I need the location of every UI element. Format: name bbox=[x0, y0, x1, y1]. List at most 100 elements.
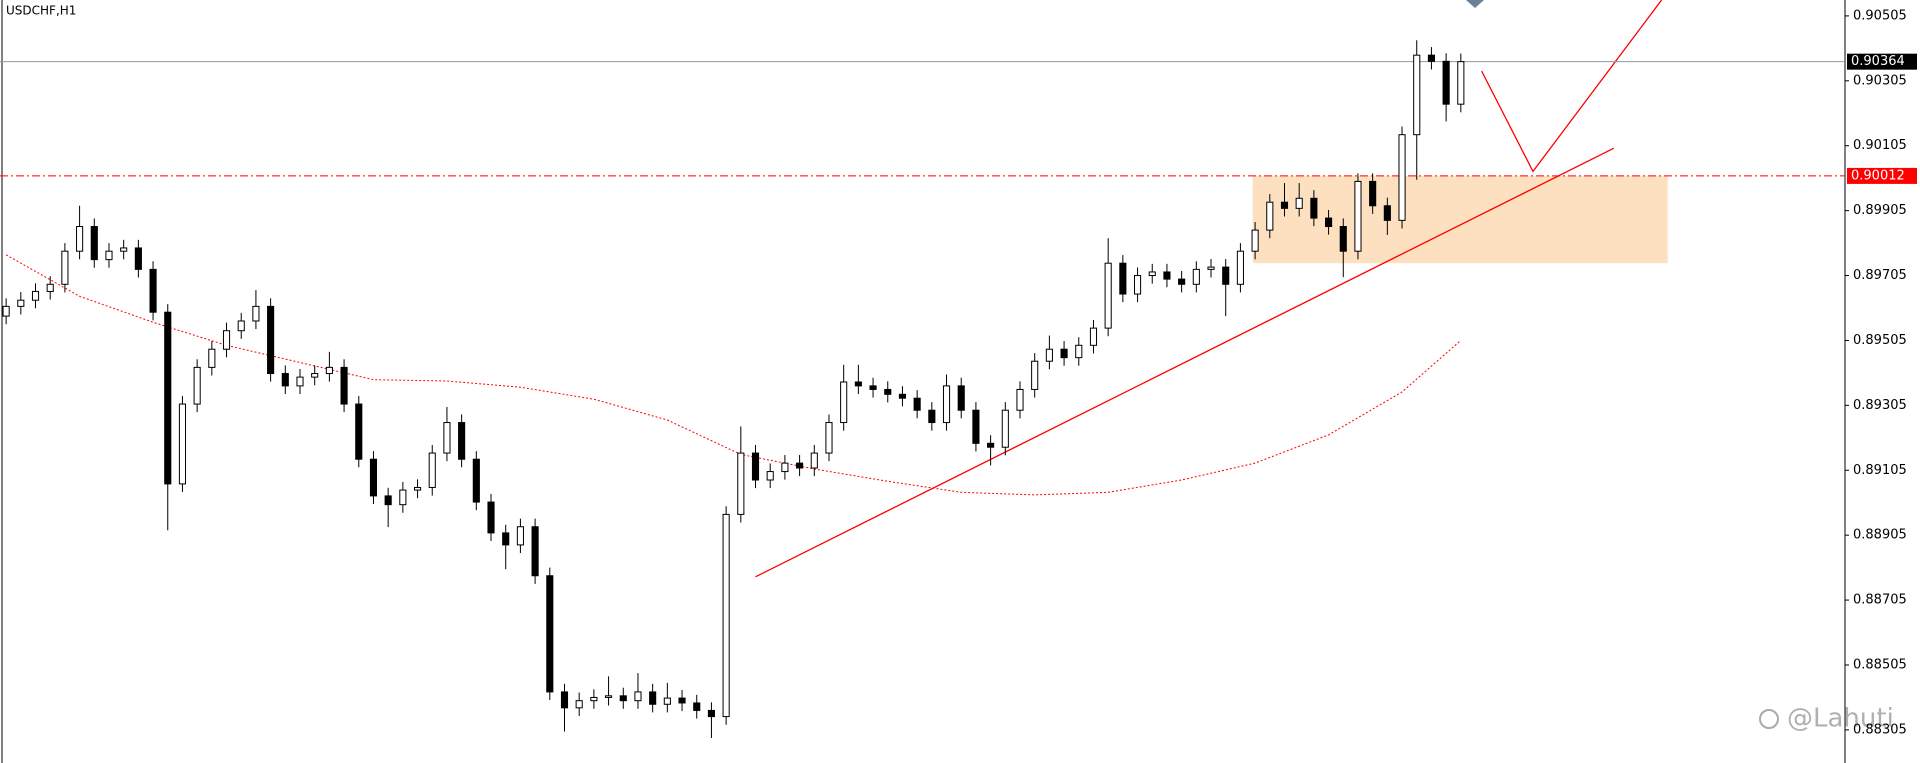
candle-body bbox=[1163, 271, 1171, 280]
candle-body bbox=[472, 458, 480, 503]
y-tick-label: 0.88905 bbox=[1853, 528, 1907, 543]
candle-body bbox=[1413, 54, 1421, 136]
y-tick-label: 0.90305 bbox=[1853, 73, 1907, 88]
level-label: 0.90012 bbox=[1851, 168, 1905, 183]
candle-body bbox=[942, 385, 951, 424]
candle-body bbox=[222, 330, 231, 350]
candle-body bbox=[340, 366, 348, 405]
candle-body bbox=[384, 495, 392, 506]
candle-body bbox=[531, 526, 539, 577]
candle-body bbox=[458, 422, 466, 460]
candle-body bbox=[1236, 250, 1244, 285]
candle-body bbox=[149, 268, 157, 313]
candle-body bbox=[516, 526, 524, 546]
candle-body bbox=[1339, 226, 1347, 252]
y-tick-label: 0.88505 bbox=[1853, 657, 1907, 672]
y-tick-label: 0.89505 bbox=[1853, 333, 1907, 348]
candle-body bbox=[325, 366, 333, 375]
y-tick-label: 0.89105 bbox=[1853, 463, 1907, 478]
candle-body bbox=[178, 403, 187, 485]
candle-body bbox=[164, 311, 172, 485]
candle-body bbox=[1354, 180, 1362, 252]
plot-area bbox=[0, 40, 1845, 739]
candle-body bbox=[634, 691, 642, 702]
candle-body bbox=[928, 409, 936, 424]
candle-body bbox=[1369, 180, 1377, 207]
current-price-label: 0.90364 bbox=[1851, 54, 1905, 69]
candle-body bbox=[1045, 348, 1053, 362]
candle-body bbox=[766, 471, 774, 481]
chart-title: USDCHF,H1 bbox=[6, 4, 76, 18]
candle-body bbox=[707, 709, 715, 718]
candle-body bbox=[31, 290, 40, 301]
candle-body bbox=[296, 376, 304, 387]
candle-body bbox=[1442, 60, 1450, 105]
candle-body bbox=[1133, 275, 1142, 295]
projection-arrow bbox=[1481, 0, 1663, 173]
candle-body bbox=[193, 366, 201, 405]
candle-body bbox=[1222, 266, 1230, 285]
candle-body bbox=[722, 513, 730, 718]
candle-body bbox=[252, 305, 260, 322]
candle-body bbox=[987, 442, 995, 448]
candle-body bbox=[1031, 360, 1039, 390]
candle-body bbox=[413, 486, 422, 491]
candle-body bbox=[399, 489, 407, 506]
candle-body bbox=[1266, 201, 1274, 231]
marker-diamond bbox=[1466, 0, 1484, 8]
candle-body bbox=[913, 397, 921, 411]
candle-body bbox=[1457, 61, 1465, 105]
candle-body bbox=[1192, 268, 1200, 285]
candle-body bbox=[1001, 409, 1009, 448]
candle-body bbox=[208, 348, 216, 368]
candle-body bbox=[1295, 197, 1303, 209]
y-tick-label: 0.90105 bbox=[1853, 138, 1907, 153]
candle-body bbox=[311, 373, 319, 378]
candle-body bbox=[619, 695, 627, 702]
candle-body bbox=[1251, 229, 1259, 252]
candle-body bbox=[957, 385, 965, 411]
candle-body bbox=[267, 305, 275, 375]
candle-body bbox=[737, 452, 745, 515]
candle-body bbox=[428, 452, 436, 488]
candle-body bbox=[1089, 327, 1098, 346]
y-tick-label: 0.89305 bbox=[1853, 398, 1907, 413]
candle-body bbox=[546, 575, 554, 693]
candle-body bbox=[693, 702, 701, 711]
candle-body bbox=[854, 381, 862, 387]
y-tick-label: 0.88705 bbox=[1853, 593, 1907, 608]
y-tick-label: 0.90505 bbox=[1853, 8, 1907, 23]
level-box bbox=[1847, 167, 1917, 184]
candle-body bbox=[502, 532, 510, 546]
candle-body bbox=[605, 695, 613, 698]
candle-body bbox=[884, 388, 892, 395]
candle-body bbox=[781, 462, 789, 473]
candle-body bbox=[560, 691, 569, 709]
trend-line bbox=[755, 147, 1615, 578]
y-tick-label: 0.88305 bbox=[1853, 722, 1907, 737]
candle-body bbox=[443, 422, 451, 454]
candle-body bbox=[46, 283, 54, 292]
watermark: @Lahuti bbox=[1759, 704, 1894, 734]
candle-body bbox=[61, 250, 69, 285]
candle-body bbox=[751, 452, 760, 481]
candle-body bbox=[1427, 54, 1435, 62]
candle-body bbox=[1310, 197, 1318, 219]
candle-body bbox=[1398, 134, 1406, 221]
candle-body bbox=[1383, 205, 1391, 221]
candle-body bbox=[575, 700, 583, 709]
candle-body bbox=[663, 697, 671, 705]
candle-body bbox=[1060, 348, 1068, 359]
candle-body bbox=[2, 305, 10, 317]
candle-body bbox=[105, 250, 113, 261]
watermark-text: @Lahuti bbox=[1787, 704, 1894, 734]
candle-body bbox=[1104, 262, 1112, 329]
candle-body bbox=[1148, 271, 1156, 277]
candle-body bbox=[678, 697, 686, 704]
candle-body bbox=[76, 226, 84, 252]
candle-body bbox=[355, 403, 363, 460]
candle-body bbox=[810, 452, 818, 469]
candle-body bbox=[1075, 344, 1083, 359]
candle-body bbox=[649, 691, 657, 705]
